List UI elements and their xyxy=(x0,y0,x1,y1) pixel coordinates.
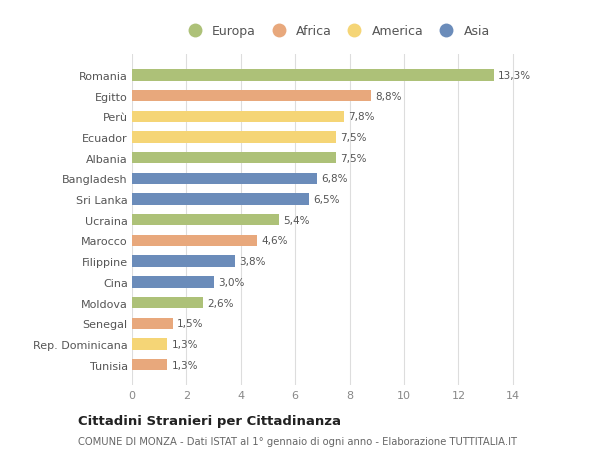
Bar xyxy=(132,194,309,205)
Bar xyxy=(132,235,257,246)
Bar xyxy=(132,70,494,81)
Text: 3,8%: 3,8% xyxy=(239,257,266,267)
Text: 6,8%: 6,8% xyxy=(321,174,347,184)
Text: 1,3%: 1,3% xyxy=(172,360,198,370)
Text: 13,3%: 13,3% xyxy=(498,71,531,81)
Bar xyxy=(132,132,336,143)
Text: 1,3%: 1,3% xyxy=(172,339,198,349)
Bar xyxy=(132,318,173,329)
Legend: Europa, Africa, America, Asia: Europa, Africa, America, Asia xyxy=(178,22,494,42)
Text: 8,8%: 8,8% xyxy=(376,91,402,101)
Text: COMUNE DI MONZA - Dati ISTAT al 1° gennaio di ogni anno - Elaborazione TUTTITALI: COMUNE DI MONZA - Dati ISTAT al 1° genna… xyxy=(78,436,517,446)
Bar xyxy=(132,339,167,350)
Bar xyxy=(132,153,336,164)
Text: Cittadini Stranieri per Cittadinanza: Cittadini Stranieri per Cittadinanza xyxy=(78,414,341,428)
Text: 7,5%: 7,5% xyxy=(340,133,367,143)
Bar xyxy=(132,359,167,370)
Text: 5,4%: 5,4% xyxy=(283,215,310,225)
Bar xyxy=(132,174,317,185)
Bar xyxy=(132,297,203,308)
Bar xyxy=(132,91,371,102)
Text: 6,5%: 6,5% xyxy=(313,195,340,205)
Bar xyxy=(132,112,344,123)
Text: 3,0%: 3,0% xyxy=(218,277,244,287)
Bar xyxy=(132,277,214,288)
Text: 1,5%: 1,5% xyxy=(177,319,203,329)
Bar xyxy=(132,256,235,267)
Text: 4,6%: 4,6% xyxy=(261,236,288,246)
Text: 7,8%: 7,8% xyxy=(348,112,375,122)
Text: 2,6%: 2,6% xyxy=(207,298,233,308)
Bar xyxy=(132,215,279,226)
Text: 7,5%: 7,5% xyxy=(340,153,367,163)
